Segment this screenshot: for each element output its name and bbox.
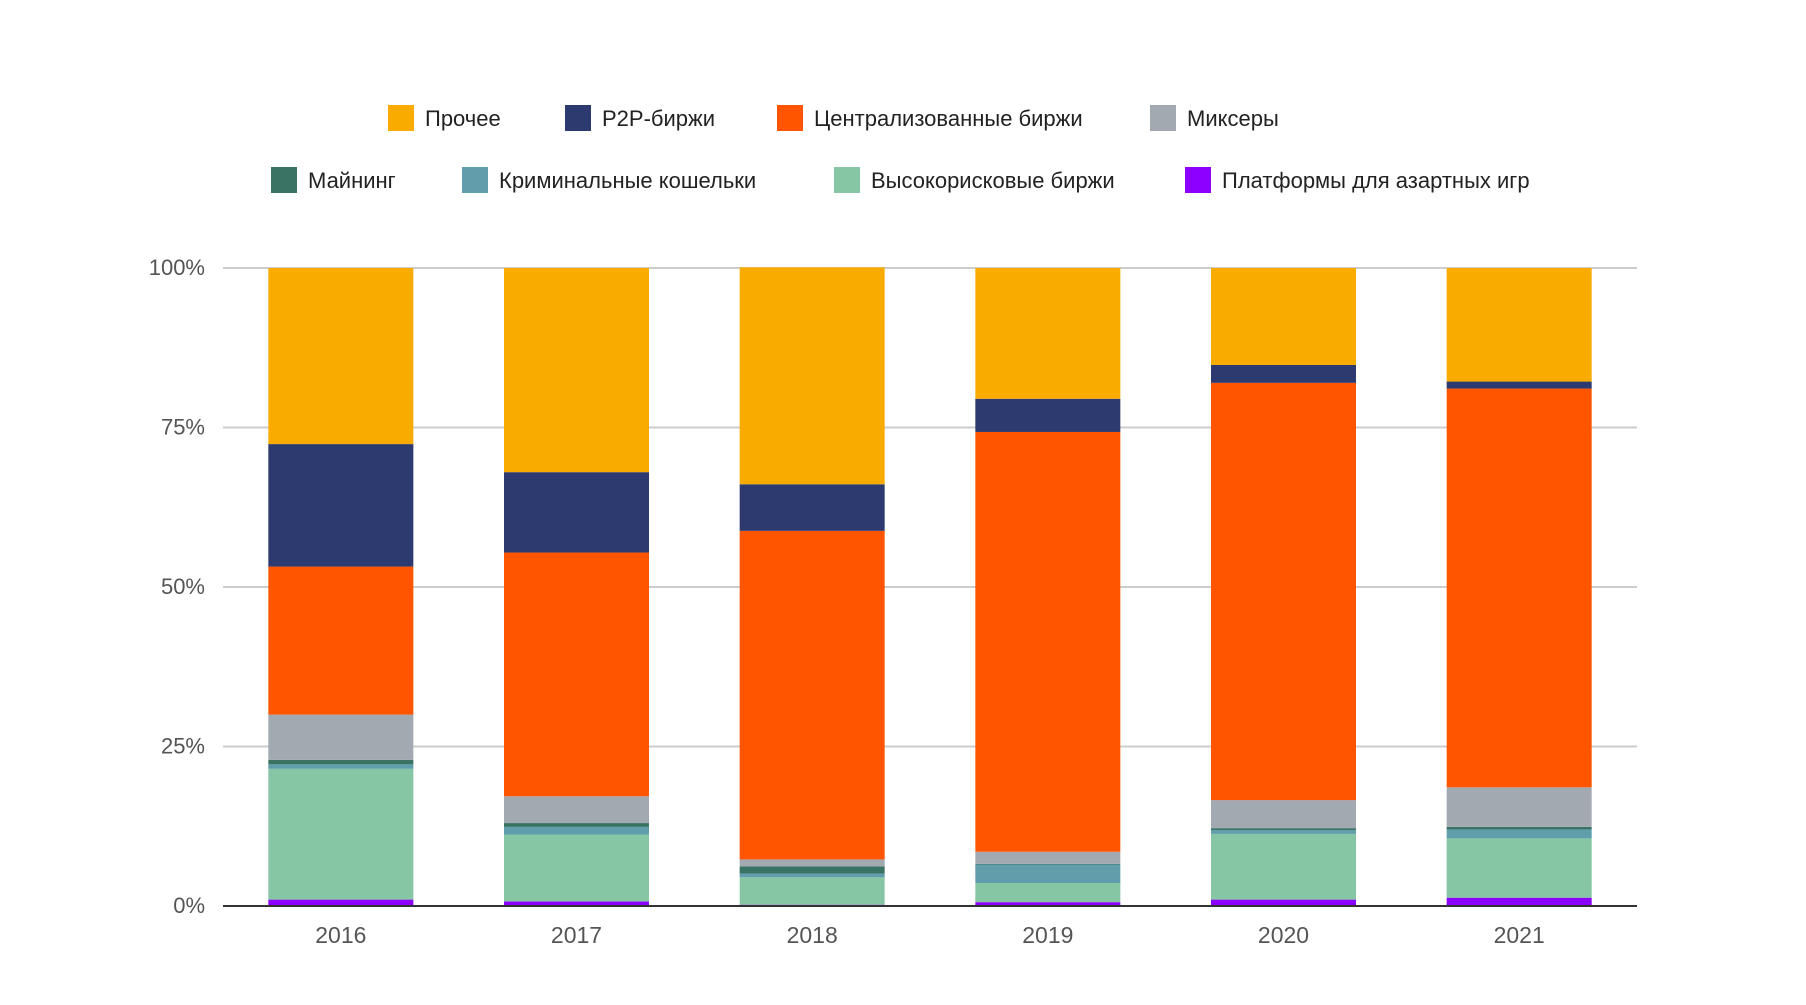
x-tick-label: 2020 — [1258, 922, 1309, 948]
x-tick-label: 2018 — [787, 922, 838, 948]
legend-swatch — [777, 105, 803, 131]
bar-segment — [504, 826, 649, 835]
bar-segment — [1446, 897, 1592, 906]
bar-segment — [739, 877, 885, 905]
bar-segment — [504, 552, 649, 797]
legend-swatch — [271, 167, 297, 193]
bar-segment — [739, 484, 885, 531]
legend-label: Централизованные биржи — [814, 106, 1083, 131]
bar-segment — [739, 267, 885, 485]
bar-segment — [975, 902, 1121, 906]
bar-segment — [1446, 826, 1592, 830]
bar-segment — [268, 768, 414, 900]
legend-swatch — [462, 167, 488, 193]
bar-segment — [1446, 838, 1592, 898]
x-tick-label: 2017 — [551, 922, 602, 948]
legend-label: Прочее — [425, 106, 501, 131]
bar-segment — [268, 899, 414, 906]
bar-segment — [504, 901, 649, 906]
bar-segment — [975, 431, 1121, 852]
bar-segment — [1211, 833, 1356, 900]
legend-swatch — [565, 105, 591, 131]
bar-segment — [1211, 268, 1356, 365]
bar-segment — [1446, 787, 1592, 827]
bar-segment — [1446, 829, 1592, 839]
y-tick-label: 25% — [161, 734, 205, 759]
bar-segment — [268, 566, 414, 715]
legend-label: P2P-биржи — [602, 106, 715, 131]
bar-segment — [975, 398, 1121, 432]
bar-segment — [1211, 899, 1356, 906]
bar-segment — [268, 714, 414, 760]
legend-swatch — [1150, 105, 1176, 131]
bar-segment — [1211, 800, 1356, 829]
bar-segment — [975, 864, 1121, 884]
bar-segment — [739, 873, 885, 878]
bar-segment — [504, 472, 649, 553]
bar-segment — [975, 883, 1121, 903]
x-tick-label: 2019 — [1022, 922, 1073, 948]
bar-segment — [739, 866, 885, 874]
bar-segment — [268, 759, 414, 765]
bar-segment — [739, 859, 885, 867]
bar-segment — [1211, 830, 1356, 834]
legend-swatch — [1185, 167, 1211, 193]
legend-label: Миксеры — [1187, 106, 1279, 131]
legend-swatch — [834, 167, 860, 193]
bar-segment — [1446, 268, 1592, 382]
bar-segment — [268, 444, 414, 567]
bar-segment — [975, 268, 1121, 399]
bar-segment — [1446, 381, 1592, 389]
bar-segment — [975, 851, 1121, 864]
y-tick-label: 100% — [149, 255, 205, 280]
legend-label: Майнинг — [308, 168, 396, 193]
bar-segment — [1211, 382, 1356, 801]
y-tick-label: 0% — [173, 893, 205, 918]
bar-segment — [1211, 828, 1356, 831]
bar-segment — [504, 268, 649, 473]
legend-label: Высокорисковые биржи — [871, 168, 1115, 193]
legend-swatch — [388, 105, 414, 131]
y-tick-label: 75% — [161, 415, 205, 440]
x-tick-label: 2016 — [315, 922, 366, 948]
bar-segment — [268, 268, 414, 445]
bar-segment — [504, 796, 649, 824]
bar-segment — [1211, 364, 1356, 383]
y-tick-label: 50% — [161, 574, 205, 599]
bar-segment — [739, 530, 885, 860]
legend-label: Платформы для азартных игр — [1222, 168, 1530, 193]
legend-label: Криминальные кошельки — [499, 168, 756, 193]
bar-segment — [975, 863, 1121, 865]
bar-segment — [504, 823, 649, 827]
bar-segment — [1446, 388, 1592, 788]
bar-segment — [268, 764, 414, 769]
bar-segment — [504, 834, 649, 902]
x-tick-label: 2021 — [1494, 922, 1545, 948]
